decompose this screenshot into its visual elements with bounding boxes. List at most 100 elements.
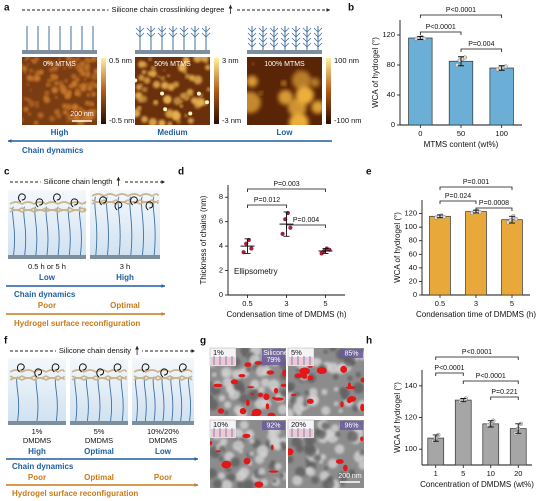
panel-label: d [178,167,184,178]
sem-grain [358,460,364,470]
uncovered-region [301,373,308,379]
image-group [22,57,97,125]
branch [251,42,257,48]
sem-grain [268,379,280,391]
p-value: P<0.0001 [476,373,506,380]
uncovered-region [343,464,348,472]
fiber [71,377,127,381]
afm-feature [54,80,59,86]
afm-feature [26,63,30,66]
label-bg [55,346,143,356]
afm-feature [31,58,36,63]
sem-grain [230,457,241,468]
inset-gel [289,429,313,437]
chain-loop [53,193,61,203]
sem-grain [257,386,265,394]
sem-grain [359,449,364,456]
sem-grain [242,352,248,357]
x-tick-label: 0 [418,129,422,138]
label: 85% [344,350,358,357]
afm-feature [310,77,320,88]
branch [269,27,275,33]
branch [150,27,156,33]
afm-feature [51,86,59,94]
sem-grain [304,445,317,457]
chain-loop [130,196,138,206]
afm-feature [22,117,24,122]
afm-feature [171,111,181,120]
uncovered-region [340,365,348,373]
branch [262,32,268,38]
afm-feature [38,69,44,75]
afm-feature [92,59,95,63]
y-tick-label: 0 [413,290,417,299]
sem-grain [296,367,301,373]
branch [183,27,189,33]
y-tick-label: 0 [391,120,395,129]
label: 10%/20% [147,427,179,436]
branch [280,37,286,43]
sem-grain [323,349,328,354]
arrow-head [8,139,12,143]
data-point [280,231,285,236]
panel-label: h [366,336,372,347]
uncovered-region [244,362,252,367]
x-tick-label: 0.5 [242,299,252,308]
error-bar [498,65,505,71]
afm-feature [185,73,191,79]
branch [280,27,286,33]
label: 96% [344,422,358,429]
sem-grain [331,424,340,433]
afm-feature [86,93,91,97]
chain-loop [113,363,122,373]
sem-grain [316,428,327,439]
sem-grain [321,421,330,430]
afm-bright [205,100,210,105]
afm-feature [76,57,81,61]
image-group [210,420,286,488]
afm-feature [71,80,78,86]
chain-loop [160,368,168,378]
label: Chain dynamics [22,146,84,155]
afm-feature [180,100,183,103]
afm-feature [173,96,182,106]
chain-loop [70,198,79,208]
branch [201,27,207,33]
afm-feature [74,92,78,96]
y-axis-label: WCA of hydrogel (°) [393,212,402,283]
y-tick-label: 4 [219,241,223,250]
uncovered-region [213,383,223,388]
label: Low [39,273,56,282]
p-value: P=0.004 [468,41,494,48]
uncovered-region [272,396,276,400]
bar [465,211,487,296]
gel-box [90,190,160,258]
uncovered-region [215,450,221,453]
sem-grain [256,445,269,457]
chain-loop [141,363,150,373]
branch [150,32,156,38]
significance-bracket [286,224,326,228]
label: 100% MTMS [264,61,305,68]
p-value: P=0.024 [445,193,471,200]
sem-grain [279,473,285,478]
sem-grain [223,410,229,416]
uncovered-region [347,397,352,404]
label: Medium [157,128,187,137]
label: 1% [32,427,43,436]
arrow-head [161,284,165,288]
branch [172,27,178,33]
sem-grain [334,444,345,454]
branch [302,37,308,43]
y-tick-label: 80 [387,60,395,69]
branch [295,37,301,43]
error-bar [283,211,290,237]
uncovered-region [360,436,364,442]
afm-feature [35,104,39,108]
afm-feature [187,117,194,124]
uncovered-region [267,412,276,416]
label: Optimal [84,473,114,482]
chain [129,196,133,256]
y-tick-label: 0 [219,290,223,299]
afm-feature [65,119,69,123]
